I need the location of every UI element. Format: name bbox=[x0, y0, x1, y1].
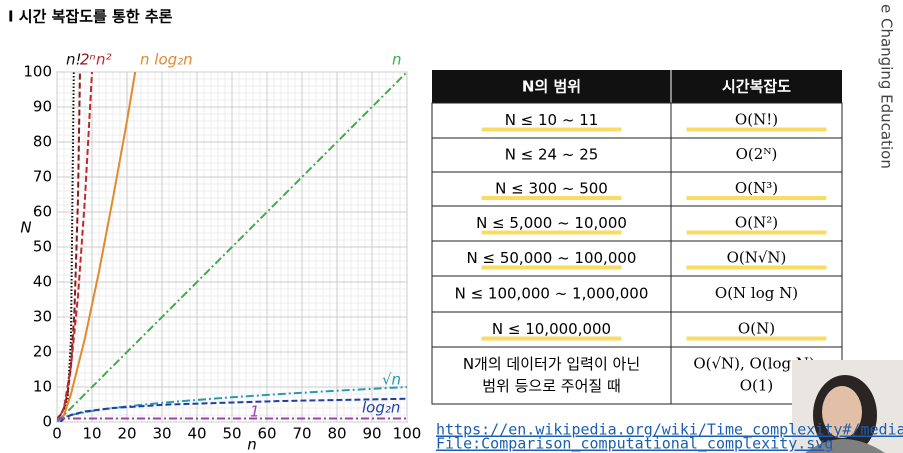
table-row bbox=[431, 102, 843, 139]
table-row bbox=[431, 311, 843, 348]
table-cell: 범위 등으로 주어질 때 bbox=[482, 377, 621, 395]
series-label: 2ⁿ bbox=[80, 51, 96, 69]
y-tick-label: 100 bbox=[23, 63, 52, 81]
series-label: √n bbox=[382, 371, 401, 389]
webcam bbox=[792, 360, 903, 453]
table-cell: O(√N), O(log N), bbox=[693, 355, 819, 373]
y-tick-label: 60 bbox=[33, 203, 52, 221]
x-tick-label: 90 bbox=[362, 425, 381, 443]
x-tick-label: 100 bbox=[393, 425, 422, 443]
y-tick-label: 70 bbox=[33, 168, 52, 186]
table-cell: O(1) bbox=[740, 377, 774, 395]
table-header: N의 범위 bbox=[522, 78, 581, 96]
y-tick-label: 90 bbox=[33, 98, 52, 116]
x-tick-label: 60 bbox=[257, 425, 276, 443]
link: https://en.wikipedia.org/wiki/Time_compl… bbox=[436, 421, 903, 439]
highlight bbox=[481, 265, 622, 270]
table-cell: N ≤ 300 ~ 500 bbox=[495, 180, 608, 198]
table-cell: O(N³) bbox=[735, 179, 778, 197]
x-tick-label: 40 bbox=[187, 425, 206, 443]
side-text: e Changing Education bbox=[878, 4, 896, 169]
table-header: 시간복잡도 bbox=[722, 78, 791, 96]
highlight bbox=[686, 127, 827, 132]
series-line bbox=[59, 397, 407, 422]
table-cell: N ≤ 10 ~ 11 bbox=[505, 111, 599, 129]
highlight bbox=[686, 196, 827, 200]
table: N의 범위 시간복잡도 N ≤ 10 ~ 11 O(N!) N ≤ 24 ~ 25 O(2… bbox=[431, 70, 843, 405]
x-tick-label: 70 bbox=[292, 425, 311, 443]
x-tick-label: 20 bbox=[117, 425, 136, 443]
table-cell: O(N) bbox=[738, 320, 775, 338]
table-cell: N ≤ 5,000 ~ 10,000 bbox=[476, 214, 627, 232]
x-axis-label: n bbox=[247, 436, 257, 453]
table-cell: N ≤ 10,000,000 bbox=[492, 320, 611, 338]
table-header-bg bbox=[432, 70, 842, 103]
y-tick-label: 50 bbox=[33, 238, 52, 256]
highlight bbox=[481, 196, 622, 200]
series-line bbox=[57, 72, 94, 422]
table-cell: O(N log N) bbox=[715, 284, 798, 302]
x-tick-label: 30 bbox=[152, 425, 171, 443]
series-label: n² bbox=[96, 51, 112, 69]
highlight bbox=[481, 230, 622, 235]
highlight bbox=[686, 336, 827, 341]
highlight bbox=[481, 127, 622, 132]
y-tick-label: 40 bbox=[33, 273, 52, 291]
y-tick-label: 20 bbox=[33, 343, 52, 361]
table-row bbox=[431, 205, 843, 242]
series-label: n log₂n bbox=[140, 51, 193, 69]
x-tick-label: 80 bbox=[327, 425, 346, 443]
table-cell: N개의 데이터가 입력이 아닌 bbox=[463, 355, 640, 373]
table-cell: O(N²) bbox=[735, 214, 778, 232]
x-tick-label: 0 bbox=[52, 425, 62, 443]
series-line bbox=[59, 72, 137, 422]
highlight bbox=[481, 336, 622, 341]
table-cell: O(N!) bbox=[735, 111, 778, 129]
table-cell: O(N√N) bbox=[727, 249, 787, 267]
series-line bbox=[57, 72, 407, 422]
series-label: n! bbox=[66, 51, 82, 69]
series-label: log₂n bbox=[362, 399, 400, 417]
y-tick-label: 30 bbox=[33, 308, 52, 326]
x-tick-label: 50 bbox=[222, 425, 241, 443]
link: File:Comparison_computational_complexity… bbox=[436, 435, 833, 453]
table-row bbox=[431, 137, 843, 173]
page-title: I 시간 복잡도를 통한 추론 bbox=[8, 8, 173, 26]
y-tick-label: 0 bbox=[42, 413, 52, 431]
table-cell: N ≤ 50,000 ~ 100,000 bbox=[467, 249, 637, 267]
table-cell: N ≤ 100,000 ~ 1,000,000 bbox=[455, 285, 649, 303]
highlight bbox=[686, 230, 827, 235]
x-tick-label: 10 bbox=[82, 425, 101, 443]
table-cell: N ≤ 24 ~ 25 bbox=[505, 146, 599, 164]
series-line bbox=[57, 72, 81, 420]
table-cell: O(2ᴺ) bbox=[736, 145, 778, 163]
y-axis-label: N bbox=[20, 219, 31, 237]
table-row bbox=[431, 171, 843, 207]
series-label: 1 bbox=[250, 403, 260, 421]
highlight bbox=[686, 265, 827, 270]
series-label: n bbox=[392, 51, 402, 69]
y-tick-label: 80 bbox=[33, 133, 52, 151]
y-tick-label: 10 bbox=[33, 378, 52, 396]
table-row bbox=[431, 346, 843, 405]
